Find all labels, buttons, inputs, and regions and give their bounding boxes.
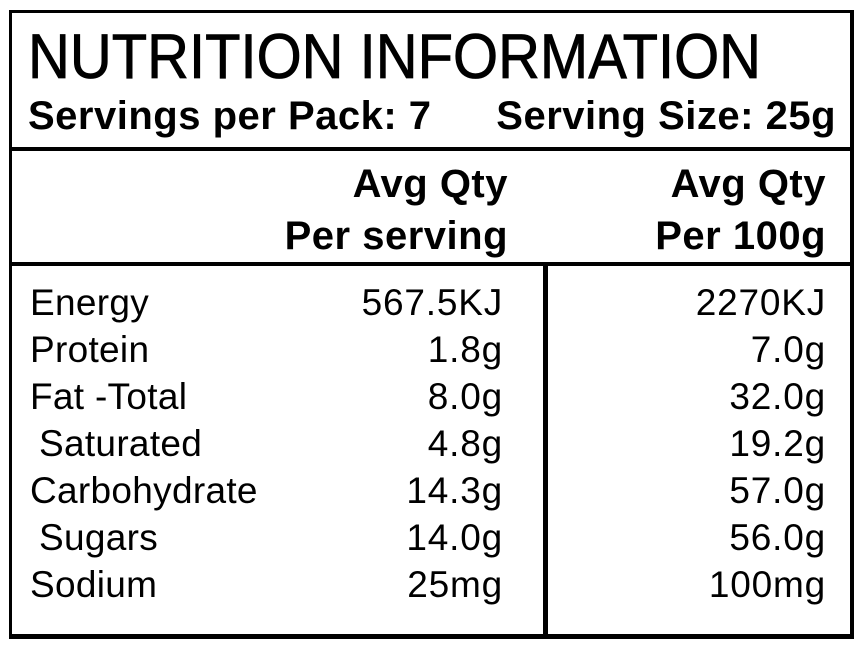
- servings-per-pack-text: Servings per Pack: 7: [28, 94, 432, 138]
- nutrient-label: Fat -Total: [30, 376, 188, 417]
- nutrient-label: Saturated: [39, 423, 203, 464]
- per-100g-value: 2270KJ: [695, 282, 826, 323]
- per-100g-column-header: Avg Qty Per 100g: [548, 158, 850, 262]
- nutrient-row: Carbohydrate 14.3g: [12, 467, 543, 514]
- per-serving-value: 14.3g: [406, 470, 503, 511]
- nutrient-row: Sodium 25mg: [12, 561, 543, 608]
- nutrition-panel: NUTRITION INFORMATION Servings per Pack:…: [9, 10, 854, 639]
- per-serving-value: 14.0g: [406, 517, 503, 558]
- per-100g-value: 56.0g: [729, 517, 826, 558]
- per-serving-value: 1.8g: [427, 329, 503, 370]
- per-100g-value: 19.2g: [729, 423, 826, 464]
- per-serving-header-line1: Avg Qty: [352, 162, 508, 206]
- per-100g-header-line1: Avg Qty: [670, 162, 826, 206]
- title-section: NUTRITION INFORMATION Servings per Pack:…: [12, 13, 850, 147]
- nutrient-label: Energy: [30, 282, 150, 323]
- header-divider: [12, 262, 850, 266]
- servings-line: Servings per Pack: 7 Serving Size: 25g: [28, 93, 850, 139]
- nutrient-label: Sodium: [30, 564, 158, 605]
- nutrient-label: Sugars: [39, 517, 159, 558]
- table-body: Energy 567.5KJ Protein 1.8g Fat -Total 8…: [12, 266, 850, 634]
- per-100g-value: 7.0g: [750, 329, 826, 370]
- nutrient-row: Saturated 4.8g: [12, 420, 543, 467]
- per-100g-value: 57.0g: [729, 470, 826, 511]
- per-100g-header-line2: Per 100g: [655, 214, 826, 258]
- per-100g-value: 100mg: [708, 564, 826, 605]
- nutrient-row: Protein 1.8g: [12, 326, 543, 373]
- per-serving-header-line2: Per serving: [284, 214, 508, 258]
- nutrient-row: Energy 567.5KJ: [12, 279, 543, 326]
- column-headers: Avg Qty Per serving Avg Qty Per 100g: [12, 151, 850, 262]
- panel-title: NUTRITION INFORMATION: [28, 22, 762, 92]
- per-serving-column-header: Avg Qty Per serving: [12, 158, 548, 262]
- serving-size-text: Serving Size: 25g: [496, 94, 836, 138]
- nutrient-row: Sugars 14.0g: [12, 514, 543, 561]
- nutrient-label: Carbohydrate: [30, 470, 258, 511]
- title-divider: [12, 147, 850, 151]
- per-100g-column: 2270KJ 7.0g 32.0g 19.2g 57.0g 56.0g 100m…: [548, 266, 850, 634]
- per-100g-value: 32.0g: [729, 376, 826, 417]
- per-serving-value: 8.0g: [427, 376, 503, 417]
- per-serving-value: 4.8g: [427, 423, 503, 464]
- per-serving-column: Energy 567.5KJ Protein 1.8g Fat -Total 8…: [12, 266, 548, 634]
- per-serving-value: 567.5KJ: [361, 282, 503, 323]
- nutrient-label: Protein: [30, 329, 150, 370]
- nutrient-row: Fat -Total 8.0g: [12, 373, 543, 420]
- per-serving-value: 25mg: [407, 564, 503, 605]
